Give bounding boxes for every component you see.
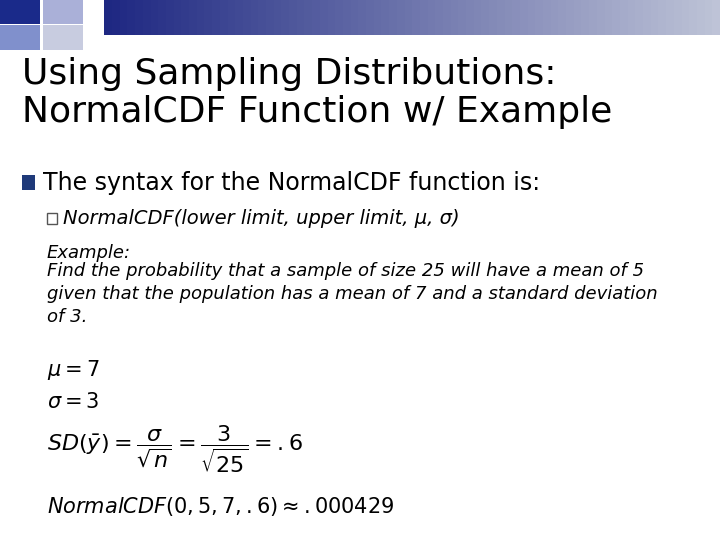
Bar [374, 0, 382, 35]
Text: NormalCDF(lower limit, upper limit, μ, σ): NormalCDF(lower limit, upper limit, μ, σ… [63, 208, 459, 228]
Bar [574, 0, 582, 35]
Bar [543, 0, 552, 35]
Bar [412, 0, 420, 35]
Bar [712, 0, 720, 35]
Bar [420, 0, 428, 35]
Bar [359, 0, 366, 35]
Bar [559, 0, 567, 35]
Bar [512, 0, 521, 35]
Bar [47, 213, 57, 224]
Bar [443, 0, 451, 35]
Bar [389, 0, 397, 35]
Bar [405, 0, 413, 35]
Bar [436, 0, 444, 35]
Bar [274, 0, 282, 35]
Bar [351, 0, 359, 35]
Bar [459, 0, 467, 35]
Bar [397, 0, 405, 35]
Bar [366, 0, 374, 35]
Bar [674, 0, 683, 35]
Bar [528, 0, 536, 35]
Bar [597, 0, 606, 35]
Bar [682, 0, 690, 35]
Bar [43, 25, 83, 50]
Bar [150, 0, 159, 35]
Bar [551, 0, 559, 35]
Bar [620, 0, 629, 35]
Bar [43, 0, 83, 24]
Bar [312, 0, 320, 35]
Text: Using Sampling Distributions:
NormalCDF Function w/ Example: Using Sampling Distributions: NormalCDF … [22, 57, 612, 129]
Bar [258, 0, 266, 35]
Bar [628, 0, 636, 35]
Bar [22, 175, 35, 190]
Bar [158, 0, 166, 35]
Bar [166, 0, 174, 35]
Bar [535, 0, 544, 35]
Bar [127, 0, 136, 35]
Bar [220, 0, 228, 35]
Bar [605, 0, 613, 35]
Bar [189, 0, 197, 35]
Bar [143, 0, 151, 35]
Bar [658, 0, 667, 35]
Bar [666, 0, 675, 35]
Bar [212, 0, 220, 35]
Bar [505, 0, 513, 35]
Bar [643, 0, 652, 35]
Bar [104, 0, 113, 35]
Bar [474, 0, 482, 35]
Bar [489, 0, 498, 35]
Text: Example:: Example: [47, 244, 131, 262]
Bar [697, 0, 706, 35]
Bar [0, 0, 40, 24]
Text: $NormalCDF(0,5,7,.6) \approx .000429$: $NormalCDF(0,5,7,.6) \approx .000429$ [47, 495, 394, 518]
Bar [343, 0, 351, 35]
Bar [112, 0, 120, 35]
Bar [266, 0, 274, 35]
Bar [705, 0, 713, 35]
Bar [320, 0, 328, 35]
Bar [228, 0, 236, 35]
Bar [336, 0, 343, 35]
Bar [297, 0, 305, 35]
Text: The syntax for the NormalCDF function is:: The syntax for the NormalCDF function is… [43, 171, 540, 194]
Bar [428, 0, 436, 35]
Bar [135, 0, 143, 35]
Text: Find the probability that a sample of size 25 will have a mean of 5
given that t: Find the probability that a sample of si… [47, 262, 657, 326]
Bar [612, 0, 621, 35]
Bar [174, 0, 182, 35]
Bar [582, 0, 590, 35]
Bar [651, 0, 659, 35]
Text: $SD(\bar{y})= \dfrac{\sigma}{\sqrt{n}} = \dfrac{3}{\sqrt{25}} = .6$: $SD(\bar{y})= \dfrac{\sigma}{\sqrt{n}} =… [47, 423, 302, 475]
Bar [305, 0, 313, 35]
Bar [520, 0, 528, 35]
Bar [197, 0, 205, 35]
Bar [120, 0, 128, 35]
Bar [282, 0, 289, 35]
Bar [451, 0, 459, 35]
Bar [382, 0, 390, 35]
Bar [243, 0, 251, 35]
Bar [589, 0, 598, 35]
Text: $\sigma = 3$: $\sigma = 3$ [47, 392, 99, 413]
Bar [466, 0, 474, 35]
Bar [689, 0, 698, 35]
Bar [0, 25, 40, 50]
Bar [328, 0, 336, 35]
Bar [204, 0, 213, 35]
Bar [497, 0, 505, 35]
Bar [635, 0, 644, 35]
Bar [181, 0, 190, 35]
Bar [566, 0, 575, 35]
Text: $\mu = 7$: $\mu = 7$ [47, 358, 99, 382]
Bar [289, 0, 297, 35]
Bar [235, 0, 243, 35]
Bar [251, 0, 259, 35]
Bar [482, 0, 490, 35]
